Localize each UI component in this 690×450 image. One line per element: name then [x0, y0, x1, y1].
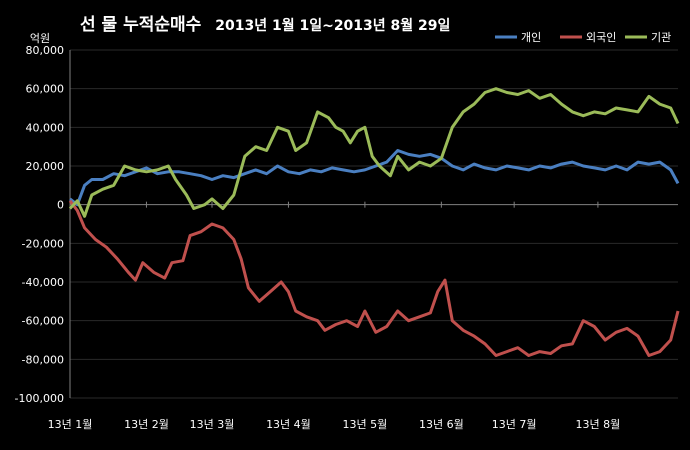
series-line-2 [68, 199, 680, 357]
y-tick-label: 60,000 [26, 83, 65, 96]
chart-subtitle: 2013년 1월 1일~2013년 8월 29일 [215, 17, 450, 34]
y-axis-ticks: 80,000 60,000 40,000 20,000 0 -20,000 -40,000 -… [15, 44, 64, 405]
series-line-1 [69, 149, 680, 207]
legend: 개인 외국인 기관 [495, 31, 671, 44]
x-tick-label: 13년 2월 [124, 418, 169, 431]
x-tick-label: 13년 5월 [343, 418, 388, 431]
y-tick-label: -80,000 [22, 353, 64, 366]
x-tick-label: 13년 3월 [190, 418, 235, 431]
chart-title: 선 물 누적순매수 2013년 1월 1일~2013년 8월 29일 [80, 15, 450, 35]
grid [69, 49, 678, 399]
x-tick-label: 13년 1월 [48, 418, 93, 431]
legend-label: 외국인 [586, 31, 616, 44]
x-tick-label: 13년 7월 [492, 418, 537, 431]
x-tick-label: 13년 8월 [576, 418, 621, 431]
series-group [68, 87, 680, 357]
chart-title-main: 선 물 누적순매수 [80, 15, 202, 35]
y-tick-label: -20,000 [22, 237, 64, 250]
y-tick-label: -100,000 [15, 392, 64, 405]
y-tick-label: 20,000 [26, 160, 65, 173]
y-tick-label: -60,000 [22, 315, 64, 328]
x-axis-ticks: 13년 1월 13년 2월 13년 3월 13년 4월 13년 5월 13년 6월 13년 … [48, 201, 621, 431]
legend-label: 개인 [521, 31, 541, 44]
legend-label: 기관 [651, 31, 671, 44]
x-tick-label: 13년 6월 [419, 418, 464, 431]
y-tick-label: 40,000 [26, 121, 65, 134]
unit-label: 억원 [30, 32, 50, 45]
y-tick-label: 80,000 [26, 44, 65, 57]
series-line-3 [68, 87, 680, 218]
y-tick-label: -40,000 [22, 276, 64, 289]
x-tick-label: 13년 4월 [266, 418, 311, 431]
y-tick-label: 0 [57, 199, 64, 212]
